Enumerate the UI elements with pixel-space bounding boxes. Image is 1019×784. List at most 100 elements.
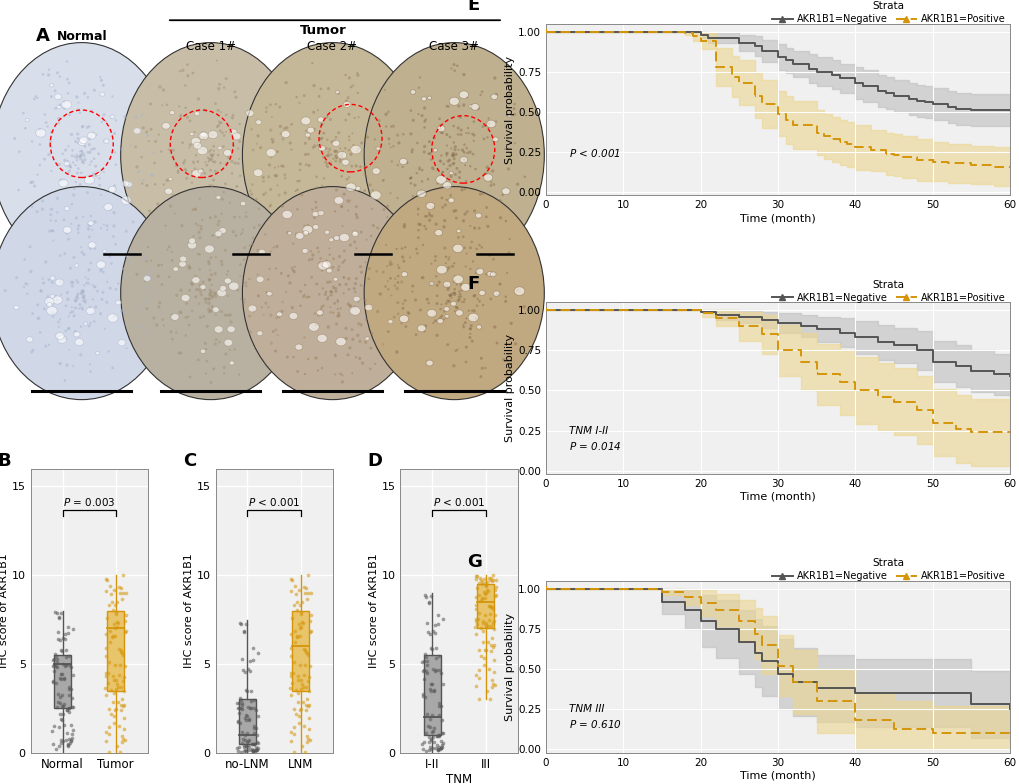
Point xyxy=(44,224,60,237)
Point xyxy=(354,136,370,149)
Ellipse shape xyxy=(195,111,200,116)
Point xyxy=(367,358,383,370)
Point xyxy=(472,649,488,662)
Point xyxy=(421,627,437,640)
Point xyxy=(296,220,312,232)
Point xyxy=(425,163,441,176)
Point xyxy=(76,87,93,100)
Point xyxy=(291,599,308,612)
Point xyxy=(61,688,77,701)
Point xyxy=(430,663,446,676)
Point xyxy=(341,134,358,147)
Point xyxy=(60,233,76,245)
Point xyxy=(408,243,424,256)
Point xyxy=(201,179,217,191)
Point xyxy=(96,219,112,231)
Point xyxy=(44,724,60,737)
Ellipse shape xyxy=(204,245,214,253)
Point xyxy=(474,592,490,604)
X-axis label: Time (month): Time (month) xyxy=(740,492,815,502)
Point xyxy=(208,308,224,321)
Point xyxy=(423,677,439,690)
Point xyxy=(63,276,79,289)
Point xyxy=(258,101,274,114)
Point xyxy=(193,282,209,295)
Point xyxy=(263,309,279,321)
Point xyxy=(54,644,70,657)
Point xyxy=(195,276,211,289)
Point xyxy=(250,742,266,754)
Point xyxy=(163,245,179,258)
Point xyxy=(106,127,122,140)
Point xyxy=(348,209,365,222)
Bar xyxy=(238,699,256,744)
Point xyxy=(206,144,222,157)
Point xyxy=(132,320,149,332)
Point xyxy=(335,188,352,201)
Point xyxy=(117,111,133,123)
Point xyxy=(357,169,373,181)
Point xyxy=(313,133,329,146)
Text: Case 1#: Case 1# xyxy=(185,40,235,53)
Point xyxy=(243,744,259,757)
Point xyxy=(483,176,499,189)
Point xyxy=(472,188,488,201)
Point xyxy=(41,148,57,161)
Point xyxy=(234,663,251,676)
Point xyxy=(462,323,478,336)
Point xyxy=(59,160,75,172)
Point xyxy=(56,633,72,646)
Point xyxy=(64,144,81,157)
Point xyxy=(483,575,499,587)
Point xyxy=(210,104,226,117)
Point xyxy=(109,739,125,752)
Point xyxy=(328,318,344,330)
Point xyxy=(328,183,344,196)
Point xyxy=(75,292,92,304)
Point xyxy=(411,163,427,176)
Point xyxy=(118,270,135,283)
Point xyxy=(268,262,284,274)
Point xyxy=(73,287,90,299)
Ellipse shape xyxy=(64,162,69,166)
Point xyxy=(240,741,257,753)
Point xyxy=(186,125,203,138)
Point xyxy=(337,332,354,345)
Ellipse shape xyxy=(248,305,257,312)
Point xyxy=(422,733,438,746)
Point xyxy=(405,280,421,292)
Point xyxy=(93,189,109,201)
Point xyxy=(445,359,462,372)
Point xyxy=(347,272,364,285)
Point xyxy=(272,120,288,132)
Point xyxy=(136,174,152,187)
Point xyxy=(441,289,458,302)
Ellipse shape xyxy=(55,279,64,286)
Point xyxy=(341,342,358,354)
Point xyxy=(442,170,459,183)
Point xyxy=(428,270,444,282)
Point xyxy=(202,212,218,224)
Point xyxy=(403,172,419,184)
Point xyxy=(482,600,498,612)
Point xyxy=(479,620,495,633)
Point xyxy=(98,573,114,586)
Ellipse shape xyxy=(85,176,95,184)
Point xyxy=(139,255,155,267)
Point xyxy=(425,201,441,214)
Point xyxy=(378,238,394,251)
Point xyxy=(331,310,347,322)
Point xyxy=(473,352,489,365)
Point xyxy=(453,143,470,156)
Point xyxy=(60,293,76,306)
Point xyxy=(242,273,258,285)
Point xyxy=(321,242,337,255)
Point xyxy=(245,745,261,757)
Point xyxy=(82,158,98,171)
Point xyxy=(16,281,33,293)
Point xyxy=(390,136,407,149)
Point xyxy=(319,276,335,289)
Point xyxy=(202,289,218,302)
Point xyxy=(464,128,480,140)
Ellipse shape xyxy=(450,301,455,306)
